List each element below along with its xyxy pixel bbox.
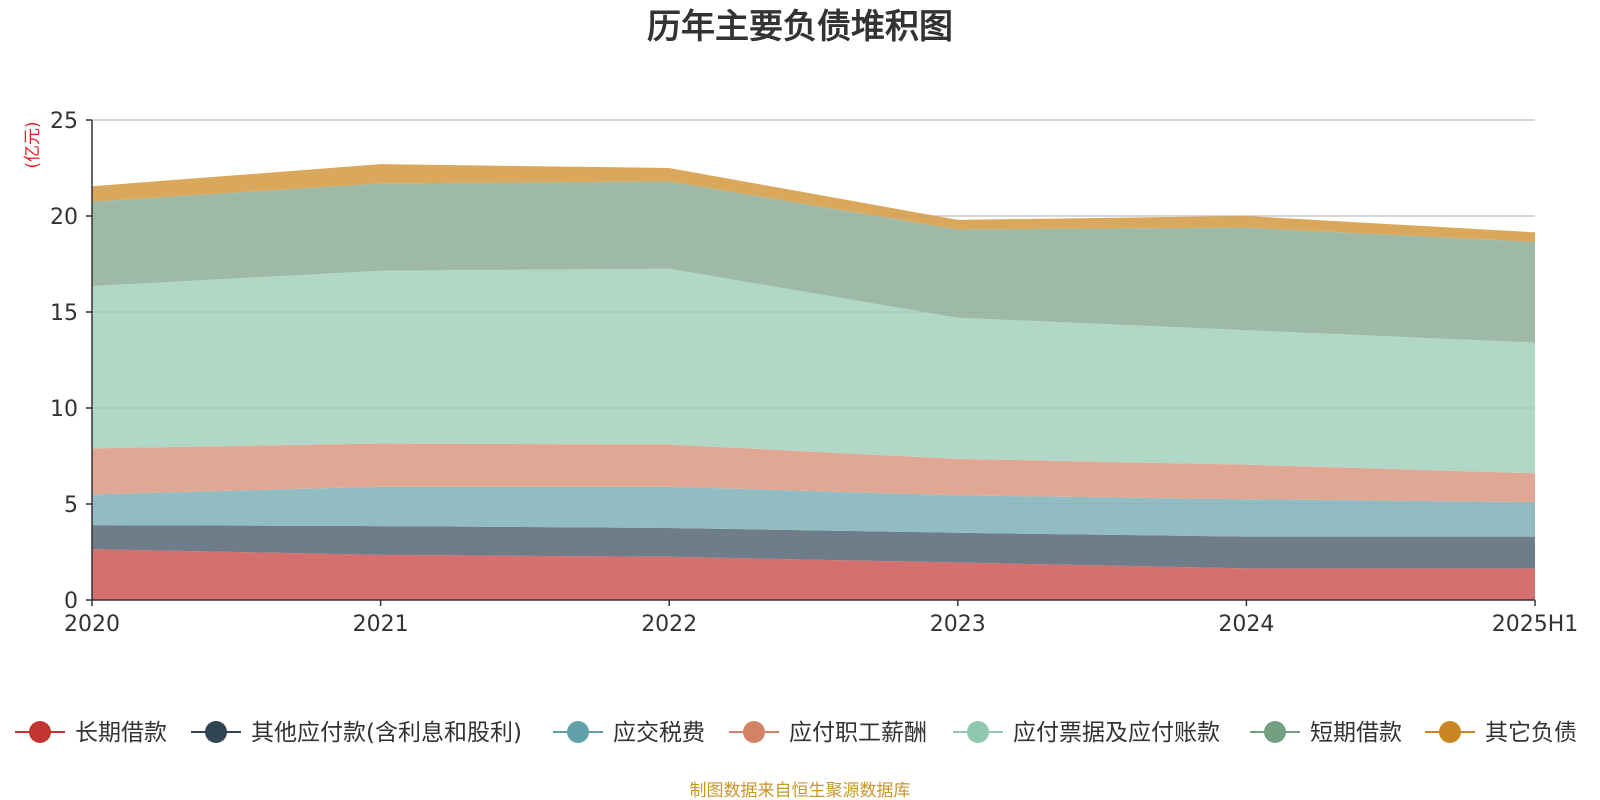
legend-item-3[interactable]: 应付职工薪酬 bbox=[729, 720, 927, 746]
legend-marker-6 bbox=[1439, 721, 1461, 743]
area-series-1 bbox=[92, 525, 1535, 569]
legend-marker-1 bbox=[205, 721, 227, 743]
legend-label-2: 应交税费 bbox=[613, 720, 705, 746]
legend-label-1: 其他应付款(含利息和股利) bbox=[251, 720, 522, 746]
legend-label-4: 应付票据及应付账款 bbox=[1013, 720, 1220, 746]
legend-item-2[interactable]: 应交税费 bbox=[553, 720, 705, 746]
y-axis-unit-label: (亿元) bbox=[23, 121, 43, 168]
area-series-5 bbox=[92, 181, 1535, 343]
x-tick-label-5: 2025H1 bbox=[1492, 612, 1579, 637]
legend-item-5[interactable]: 短期借款 bbox=[1250, 720, 1402, 746]
legend[interactable]: 长期借款 其他应付款(含利息和股利) 应交税费 应付职工薪酬 应付票据及应付账款 短期借款… bbox=[15, 720, 1577, 746]
x-tick-label-0: 2020 bbox=[64, 612, 120, 637]
legend-marker-2 bbox=[567, 721, 589, 743]
axes: 0 5 10 15 20 25 2020 2021 2022 2023 2024 2025H1 bbox=[50, 109, 1578, 637]
legend-label-3: 应付职工薪酬 bbox=[789, 720, 927, 746]
legend-label-6: 其它负债 bbox=[1485, 720, 1577, 746]
y-tick-label-3: 15 bbox=[50, 301, 78, 326]
legend-item-1[interactable]: 其他应付款(含利息和股利) bbox=[191, 720, 522, 746]
data-source-note: 制图数据来自恒生聚源数据库 bbox=[690, 781, 911, 800]
chart-title: 历年主要负债堆积图 bbox=[647, 7, 953, 47]
legend-marker-5 bbox=[1264, 721, 1286, 743]
y-tick-label-5: 25 bbox=[50, 109, 78, 134]
x-tick-label-2: 2022 bbox=[641, 612, 697, 637]
x-tick-label-4: 2024 bbox=[1218, 612, 1274, 637]
legend-item-4[interactable]: 应付票据及应付账款 bbox=[953, 720, 1220, 746]
legend-label-5: 短期借款 bbox=[1310, 720, 1402, 746]
area-series-4 bbox=[92, 268, 1535, 474]
legend-marker-3 bbox=[743, 721, 765, 743]
area-series-0 bbox=[92, 549, 1535, 600]
legend-marker-4 bbox=[967, 721, 989, 743]
x-tick-label-1: 2021 bbox=[353, 612, 409, 637]
legend-item-0[interactable]: 长期借款 bbox=[15, 720, 167, 746]
legend-label-0: 长期借款 bbox=[75, 720, 167, 746]
area-series-2 bbox=[92, 486, 1535, 537]
area-series-group bbox=[92, 119, 1535, 600]
y-tick-label-2: 10 bbox=[50, 397, 78, 422]
y-tick-label-1: 5 bbox=[64, 493, 78, 518]
y-tick-label-0: 0 bbox=[64, 589, 78, 614]
legend-item-6[interactable]: 其它负债 bbox=[1425, 720, 1577, 746]
area-series-6 bbox=[92, 164, 1535, 242]
legend-marker-0 bbox=[29, 721, 51, 743]
area-series-3 bbox=[92, 443, 1535, 503]
y-tick-label-4: 20 bbox=[50, 205, 78, 230]
x-tick-label-3: 2023 bbox=[930, 612, 986, 637]
